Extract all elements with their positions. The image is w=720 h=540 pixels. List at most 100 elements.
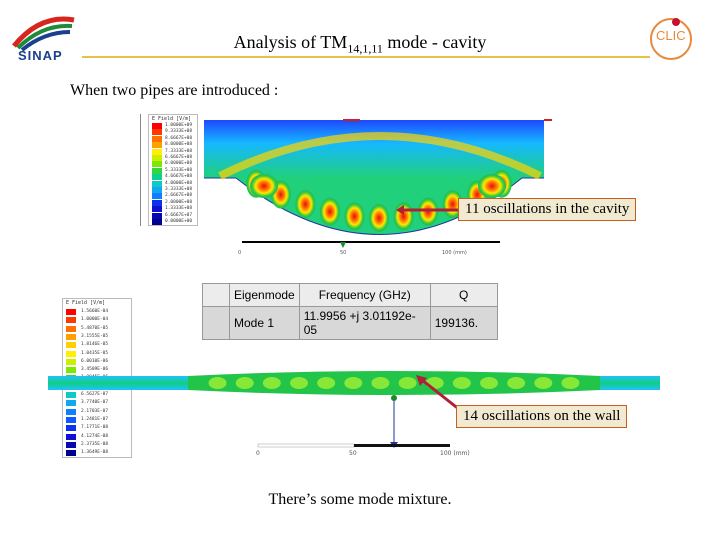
bottom-legend-swatch <box>66 450 76 457</box>
clic-logo-icon <box>650 18 692 60</box>
top-scale-label-0: 0 <box>238 250 242 256</box>
bottom-legend-swatch <box>66 350 76 357</box>
legend-divider <box>140 114 141 226</box>
bottom-legend-swatch <box>66 400 76 407</box>
top-legend-swatch <box>152 174 162 181</box>
bottom-legend-swatch <box>66 441 76 448</box>
bottom-scale-label-0: 0 <box>256 450 260 457</box>
bottom-scale-label-50: 50 <box>349 450 357 457</box>
table-cell-q: 199136. <box>429 306 498 340</box>
top-legend-swatch <box>152 155 162 161</box>
cavity-field-plot <box>200 116 560 266</box>
bottom-legend-swatch <box>66 408 76 415</box>
top-legend-tick-label: 7.3333E+08 <box>165 148 193 154</box>
top-legend-swatch <box>152 199 162 206</box>
bottom-legend-tick-label: 5.4870E-05 <box>81 325 109 331</box>
top-legend-swatch <box>152 142 162 149</box>
top-legend-tick-label: 2.0000E+08 <box>165 199 193 205</box>
top-legend-tick-label: 2.6667E+08 <box>165 193 193 199</box>
table-header-eigenmode: Eigenmode <box>229 283 300 307</box>
wall-field-spot <box>317 377 336 389</box>
top-legend-header: E Field [V/m] <box>152 116 192 122</box>
wall-oscillations-callout: 14 oscillations on the wall <box>456 405 628 428</box>
cavity-field-band <box>218 132 542 180</box>
bottom-legend-swatch <box>66 392 76 398</box>
top-legend-tick-label: 9.3333E+08 <box>165 129 193 135</box>
wall-field-spot <box>235 377 254 389</box>
top-legend-swatch <box>152 212 162 219</box>
top-legend-tick-label: 1.0000E+09 <box>165 123 193 128</box>
top-legend-swatch <box>152 129 162 136</box>
bottom-legend-tick-label: 3.7740E-07 <box>81 400 109 406</box>
top-legend-tick-label: 5.3333E+08 <box>165 167 193 173</box>
sinap-logo-text: SINAP <box>18 48 63 63</box>
top-legend-tick-label: 4.6667E+08 <box>165 174 193 180</box>
bottom-legend-tick-label: 2.3735E-08 <box>81 441 109 447</box>
title-subscript: 14,1,11 <box>347 41 383 56</box>
top-legend-tick-label: 0.0000E+00 <box>165 219 193 224</box>
top-legend-tick-label: 1.3333E+08 <box>165 206 193 212</box>
wall-field-spot <box>561 377 580 389</box>
top-legend-tick-label: 8.6667E+08 <box>165 135 193 141</box>
eigenmode-table: Eigenmode Frequency (GHz) Q Mode 1 11.99… <box>202 283 498 340</box>
bottom-scale-label-100: 100 (mm) <box>440 450 470 457</box>
closing-text: There’s some mode mixture. <box>268 491 452 508</box>
sinap-logo <box>10 12 78 64</box>
top-legend-tick-label: 6.6667E+07 <box>165 212 193 218</box>
bottom-legend-swatch <box>66 309 76 315</box>
top-legend-tick-label: 6.6667E+08 <box>165 155 193 160</box>
bottom-legend-swatch <box>66 317 76 324</box>
bottom-legend-swatch <box>66 367 76 374</box>
bottom-legend-tick-label: 7.1771E-08 <box>81 425 109 431</box>
bottom-legend-tick-label: 1.0435E-05 <box>81 350 109 356</box>
cavity-corner-spot <box>478 174 506 198</box>
bottom-legend-swatch <box>66 358 76 365</box>
table-cell-frequency: 11.9956 +j 3.01192e-05 <box>298 306 431 340</box>
top-legend-tick-label: 6.0000E+08 <box>165 161 193 167</box>
top-legend-swatch <box>152 148 162 155</box>
top-legend-swatch <box>152 161 162 168</box>
top-legend-swatch <box>152 180 162 187</box>
bottom-legend-tick-label: 1.0000E-04 <box>81 317 109 323</box>
top-legend-swatch <box>152 135 162 142</box>
wall-field-spot <box>344 377 363 389</box>
title-rest: mode - cavity <box>382 32 487 52</box>
top-legend-tick-label: 8.0000E+08 <box>165 142 193 148</box>
wall-field-spot <box>480 377 498 389</box>
bottom-legend-swatch <box>66 425 76 432</box>
title-rule <box>82 56 650 58</box>
bottom-legend-swatch <box>66 433 76 440</box>
clic-logo <box>648 16 694 66</box>
top-legend-tick-label: 3.3333E+08 <box>165 187 193 192</box>
bottom-legend-tick-label: 4.1274E-08 <box>81 433 109 439</box>
top-scale-label-50: 50 <box>340 250 347 256</box>
intro-text: When two pipes are introduced : <box>70 82 279 99</box>
cavity-field-spot <box>295 190 316 219</box>
cavity-callout-arrow <box>396 205 458 215</box>
wall-field-spot <box>290 377 308 389</box>
sinap-logo-icon <box>12 16 75 52</box>
wall-field-spot <box>534 377 553 389</box>
cavity-field-spot <box>344 202 365 231</box>
top-legend-swatch <box>152 187 162 193</box>
clic-logo-text: CLIC <box>656 28 686 43</box>
top-legend-swatch <box>152 219 162 225</box>
wall-field-spot <box>452 377 471 389</box>
page-title: Analysis of TM14,1,11 mode - cavity <box>0 32 720 57</box>
top-field-legend: E Field [V/m] 1.0000E+09 9.3333E+08 8.6667… <box>148 114 198 226</box>
wall-field-spot <box>262 377 281 389</box>
bottom-legend-tick-label: 1.2481E-07 <box>81 416 109 422</box>
wall-callout-arrow <box>416 375 461 412</box>
cavity-corner-spot <box>250 174 278 198</box>
bottom-legend-tick-label: 1.5660E-04 <box>81 309 109 314</box>
bottom-legend-tick-label: 3.4509E-06 <box>81 367 109 373</box>
wall-field-spot <box>371 377 390 389</box>
top-scale-label-100: 100 (mm) <box>442 250 467 256</box>
top-legend-swatch <box>152 167 162 174</box>
top-legend-tick-label: 4.0000E+08 <box>165 180 193 186</box>
cavity-field-spot <box>418 197 439 226</box>
wall-field-spot <box>398 377 417 389</box>
table-cell-mode: Mode 1 <box>229 306 300 340</box>
cavity-oscillations-callout: 11 oscillations in the cavity <box>458 198 637 221</box>
wall-field-spot <box>208 377 227 389</box>
